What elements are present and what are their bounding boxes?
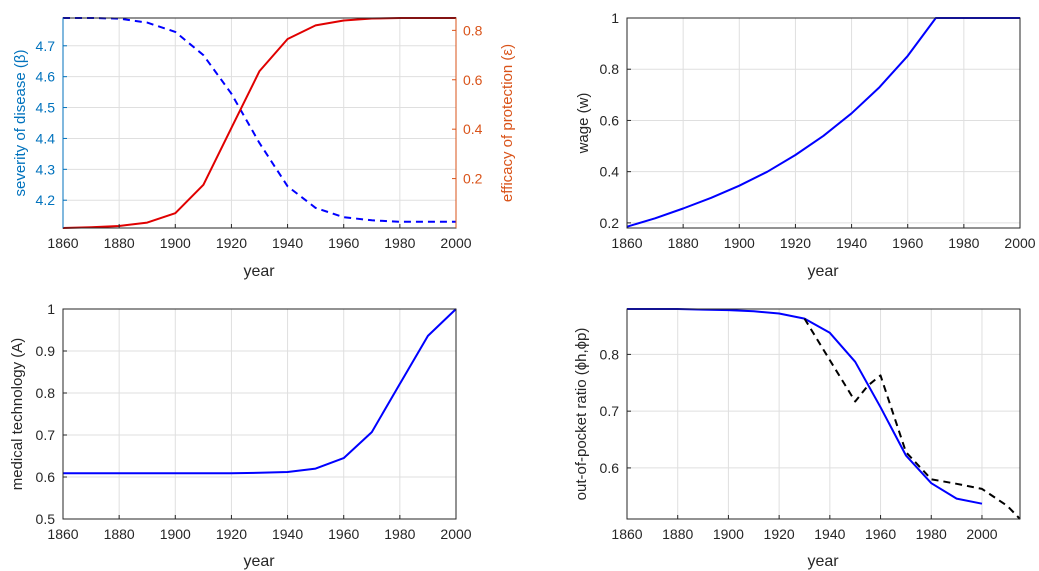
y-tick-label: 0.6: [600, 460, 620, 476]
x-tick-label: 1880: [104, 235, 135, 251]
gridlines: [626, 17, 1021, 228]
x-tick-label: 1860: [47, 526, 78, 542]
x-tick-labels: 1860 1880 1900 1920 1940 1960 1980 2000: [611, 515, 998, 542]
plot-frame: [626, 308, 1021, 520]
panel-wage: 1860 1880 1900 1920 1940 1960 1980 2000 0.20.40…: [575, 10, 1036, 280]
series-line-1: [626, 17, 1020, 228]
y-tick-label: 0.6: [36, 469, 56, 485]
x-tick-label: 1880: [662, 526, 693, 542]
x-tick-label: 1900: [160, 235, 191, 251]
x-tick-labels: 1860 1880 1900 1920 1940 1960 1980 2000: [47, 515, 472, 542]
series-line-2: [62, 17, 456, 229]
plot-frame: [626, 17, 1021, 229]
y-tick-label: 4.5: [36, 100, 56, 116]
x-axis-label: year: [807, 553, 839, 570]
x-tick-label: 1940: [814, 526, 845, 542]
y-tick-label: 4.4: [36, 130, 56, 146]
y-axis-label: out-of-pocket ratio (ϕh,ϕp): [573, 328, 590, 501]
x-tick-label: 1980: [948, 235, 979, 251]
y-axis-label-right: efficacy of protection (ε): [499, 44, 516, 202]
y-axis-label: medical technology (A): [9, 338, 26, 491]
x-tick-label: 2000: [1004, 235, 1035, 251]
x-tick-label: 1960: [892, 235, 923, 251]
series-line-1: [63, 308, 457, 475]
x-tick-label: 1960: [328, 526, 359, 542]
x-tick-label: 1960: [328, 235, 359, 251]
y-tick-label: 0.6: [600, 112, 620, 128]
x-tick-label: 1860: [47, 235, 78, 251]
y-tick-label: 0.2: [600, 215, 620, 231]
y-right-tick-label: 0.6: [463, 72, 483, 88]
x-tick-label: 2000: [440, 235, 471, 251]
x-tick-label: 1960: [865, 526, 896, 542]
x-tick-label: 1980: [384, 526, 415, 542]
x-tick-label: 1940: [272, 526, 303, 542]
x-tick-label: 1880: [668, 235, 699, 251]
gridlines: [62, 308, 457, 520]
x-axis-label: year: [243, 553, 275, 570]
x-tick-label: 1900: [713, 526, 744, 542]
y-tick-label: 0.5: [36, 511, 56, 527]
x-tick-label: 1980: [384, 235, 415, 251]
x-axis-label: year: [807, 263, 839, 280]
x-tick-label: 1880: [104, 526, 135, 542]
panel-medical-technology: 1860 1880 1900 1920 1940 1960 1980 2000 0.50.60…: [9, 301, 472, 570]
y-tick-label: 0.7: [600, 403, 620, 419]
y-tick-label: 4.7: [36, 38, 56, 54]
series-lines: [626, 17, 1020, 228]
series-lines: [627, 308, 1021, 520]
y-axis-label: wage (w): [575, 93, 592, 155]
x-axis-label: year: [243, 263, 275, 280]
y-tick-label: 1: [47, 301, 55, 317]
plot-frame: [62, 17, 457, 229]
y-tick-label: 0.9: [36, 343, 56, 359]
y-right-tick-label: 0.2: [463, 171, 483, 187]
x-tick-labels: 1860 1880 1900 1920 1940 1960 1980 2000: [47, 224, 472, 251]
x-tick-label: 1980: [916, 526, 947, 542]
y-tick-labels: 0.5 0.6 0.7 0.8 0.9 1: [36, 301, 67, 527]
x-tick-label: 1920: [216, 235, 247, 251]
y-tick-labels: 0.6 0.7 0.8: [600, 346, 631, 476]
series-line-1: [627, 308, 983, 505]
y-tick-labels: 0.2 0.4 0.6 0.8 1: [600, 10, 631, 231]
series-line-1: [63, 17, 456, 223]
y-tick-labels-left: 4.2 4.3 4.4 4.5 4.6 4.7: [36, 38, 67, 208]
x-tick-label: 2000: [966, 526, 997, 542]
series-line-2: [803, 318, 1021, 520]
x-tick-label: 1920: [764, 526, 795, 542]
plot-frame: [62, 308, 457, 520]
y-tick-label: 4.3: [36, 161, 56, 177]
y-tick-label: 0.8: [600, 61, 620, 77]
x-tick-label: 1860: [611, 235, 642, 251]
y-tick-label: 0.4: [600, 164, 620, 180]
series-lines: [63, 308, 457, 475]
x-tick-label: 1900: [724, 235, 755, 251]
series-lines: [62, 17, 456, 229]
y-tick-label: 0.8: [600, 346, 620, 362]
x-tick-labels: 1860 1880 1900 1920 1940 1960 1980 2000: [611, 224, 1036, 251]
y-tick-label: 4.2: [36, 192, 56, 208]
x-tick-label: 1940: [836, 235, 867, 251]
x-tick-label: 2000: [440, 526, 471, 542]
y-right-tick-label: 0.8: [463, 22, 483, 38]
x-tick-label: 1860: [611, 526, 642, 542]
y-tick-label: 4.6: [36, 69, 56, 85]
panel-out-of-pocket-ratio: 1860 1880 1900 1920 1940 1960 1980 2000 0.60.70…: [573, 308, 1021, 570]
y-right-tick-label: 0.4: [463, 121, 483, 137]
y-axis-label-left: severity of disease (β): [12, 49, 29, 196]
gridlines: [62, 18, 457, 228]
y-tick-label: 0.8: [36, 385, 56, 401]
x-tick-label: 1920: [216, 526, 247, 542]
y-tick-label: 0.7: [36, 427, 56, 443]
x-tick-label: 1900: [160, 526, 191, 542]
y-tick-labels-right: 0.2 0.4 0.6 0.8: [62, 18, 483, 228]
x-tick-label: 1920: [780, 235, 811, 251]
x-tick-label: 1940: [272, 235, 303, 251]
gridlines: [626, 309, 1020, 519]
panel-severity-efficacy: 1860 1880 1900 1920 1940 1960 1980 2000 4.24.34…: [12, 17, 516, 280]
y-tick-label: 1: [611, 10, 619, 26]
